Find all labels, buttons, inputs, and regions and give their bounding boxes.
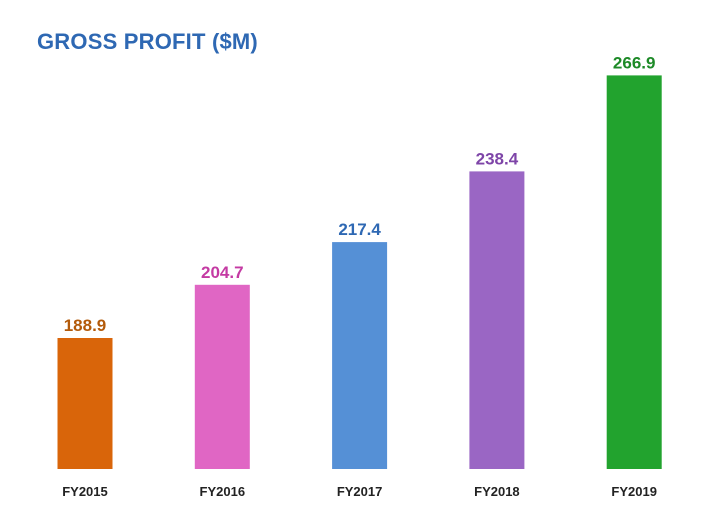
x-tick-label-fy2018: FY2018 (474, 484, 520, 499)
x-tick-label-fy2016: FY2016 (200, 484, 246, 499)
bar-fy2015 (57, 338, 113, 469)
x-tick-label-fy2019: FY2019 (611, 484, 657, 499)
x-tick-label-fy2017: FY2017 (337, 484, 383, 499)
bar-fy2018 (469, 171, 525, 469)
x-tick-label-fy2015: FY2015 (62, 484, 108, 499)
bar-fy2017 (332, 242, 388, 469)
data-label-fy2017: 217.4 (338, 220, 381, 239)
data-label-fy2019: 266.9 (613, 53, 656, 72)
data-label-fy2018: 238.4 (476, 149, 519, 168)
data-label-fy2016: 204.7 (201, 263, 244, 282)
bar-fy2016 (194, 284, 250, 469)
chart-title: GROSS PROFIT ($M) (37, 29, 258, 54)
data-label-fy2015: 188.9 (64, 316, 107, 335)
bar-fy2019 (606, 75, 662, 470)
